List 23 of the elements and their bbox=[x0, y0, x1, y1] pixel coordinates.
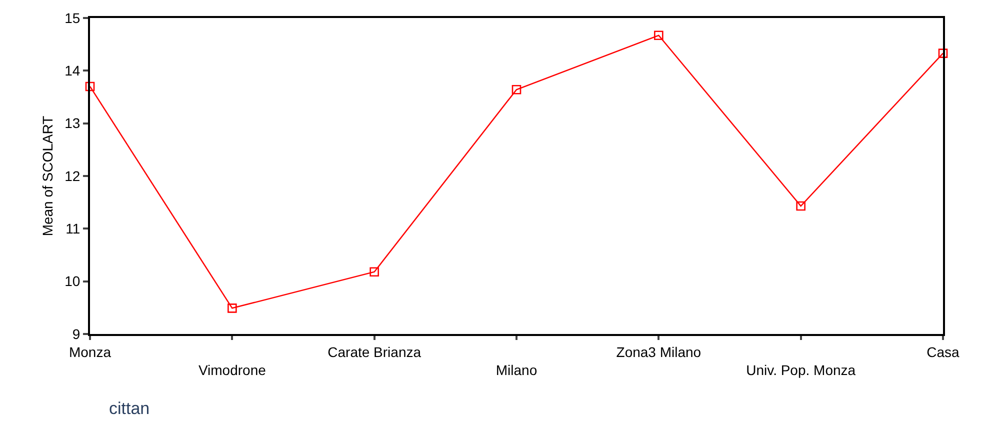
y-tick-label: 12 bbox=[64, 168, 80, 184]
y-tick-label: 14 bbox=[64, 62, 80, 79]
point bbox=[370, 267, 379, 276]
point bbox=[938, 48, 948, 58]
y-tick-label: 9 bbox=[72, 326, 80, 342]
y-tick-label: 11 bbox=[66, 220, 80, 237]
x-tick-label: Casa bbox=[926, 344, 960, 360]
point bbox=[512, 84, 522, 94]
point bbox=[85, 82, 95, 92]
point bbox=[654, 30, 664, 40]
x-tick-label: Zona3 Milano bbox=[616, 344, 702, 360]
x-tick-label: Milano bbox=[496, 362, 538, 378]
y-tick-label: 15 bbox=[64, 10, 80, 26]
x-tick-label: Carate Brianza bbox=[328, 344, 422, 360]
y-tick-label: 10 bbox=[64, 273, 80, 290]
point bbox=[796, 201, 806, 211]
point bbox=[228, 304, 237, 313]
x-tick-label: Vimodrone bbox=[198, 362, 266, 378]
x-tick-label: Monza bbox=[68, 344, 112, 360]
x-axis-title: cittan bbox=[109, 399, 150, 418]
y-axis-title: Mean of SCOLART bbox=[40, 115, 56, 236]
y-tick-label: 13 bbox=[64, 115, 80, 132]
x-tick-label: Univ. Pop. Monza bbox=[746, 362, 856, 378]
